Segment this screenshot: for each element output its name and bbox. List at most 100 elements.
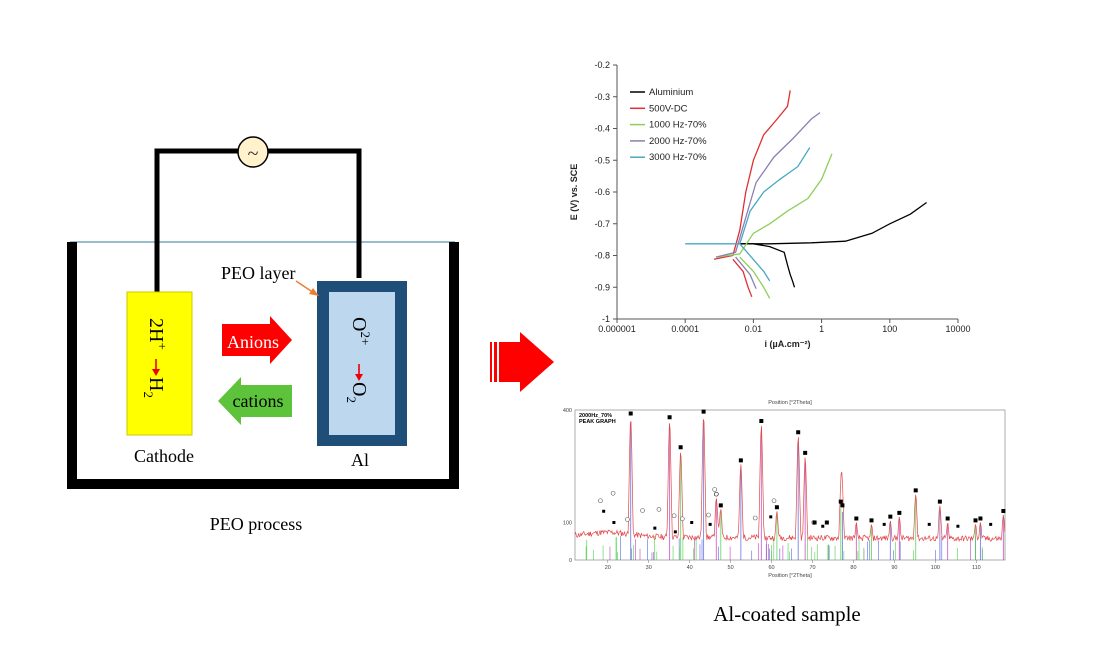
xrd-peak-marker-square <box>869 518 874 523</box>
xrd-x-tick-label: 40 <box>687 565 693 571</box>
xrd-peak-marker-square <box>978 516 983 521</box>
caption-left: PEO process <box>210 514 303 534</box>
cathode-formula-top-sup: + <box>155 342 170 349</box>
xrd-minor-marker <box>673 530 677 534</box>
xrd-open-marker <box>679 516 685 522</box>
svg-text:O2+: O2+ <box>348 317 373 345</box>
xrd-minor-marker <box>602 509 606 513</box>
xrd-peak-marker-square <box>678 445 683 450</box>
peo-layer-pointer-head <box>309 288 319 296</box>
xrd-annotation-sample: 2000Hz_70% <box>579 413 612 419</box>
xrd-peak-marker-square <box>937 499 942 504</box>
y-axis-label: E (V) vs. SCE <box>569 164 579 221</box>
anode-formula-top-sup: 2+ <box>358 331 373 345</box>
electrolysis-tank <box>67 242 459 489</box>
x-tick-label: 0.000001 <box>598 324 636 334</box>
polarization-chart: -1 -0.9 -0.8 -0.7 -0.6 -0.5 -0.4 -0.3 -0.2 0.0000… <box>569 60 971 349</box>
cations-label: cations <box>233 391 284 411</box>
xrd-x-tick-label: 80 <box>850 565 856 571</box>
xrd-open-marker <box>752 515 758 521</box>
xrd-open-marker <box>712 487 717 492</box>
series-line-anodic <box>715 153 833 258</box>
xrd-minor-marker <box>927 522 931 526</box>
xrd-x-tick-label: 20 <box>605 565 611 571</box>
xrd-x-tick-label: 30 <box>646 565 652 571</box>
y-tick-label: -0.6 <box>594 187 610 197</box>
y-tick-label: -0.4 <box>594 124 610 134</box>
xrd-minor-marker <box>612 521 616 524</box>
xrd-peak-marker-square <box>738 458 743 463</box>
y-tick-label: -1 <box>602 314 610 324</box>
svg-text:O2: O2 <box>344 382 370 403</box>
xrd-filled-marker <box>824 520 829 525</box>
xrd-peak-marker-square <box>796 430 801 435</box>
series-line-cathodic <box>732 258 753 298</box>
y-tick-label: -0.7 <box>594 219 610 229</box>
xrd-minor-marker <box>708 522 712 526</box>
y-tick-label: -0.5 <box>594 155 610 165</box>
legend-label: 1000 Hz-70% <box>649 120 707 131</box>
series-line-cathodic <box>735 256 757 290</box>
xrd-x-axis-label: Position [°2Theta] <box>768 573 812 579</box>
cathode-reaction-arrow-head <box>152 369 160 376</box>
ac-source-symbol: ~ <box>248 143 259 165</box>
xrd-title: Position [°2Theta] <box>768 400 812 406</box>
caption-right: Al-coated sample <box>713 602 861 626</box>
xrd-open-marker <box>598 498 603 504</box>
series-line-anodic <box>713 90 791 260</box>
xrd-minor-marker <box>690 521 694 524</box>
xrd-peak-marker-square <box>803 450 808 455</box>
anode-al: O2+ O2 Al <box>317 281 407 470</box>
xrd-peak-marker-square <box>1001 509 1006 513</box>
xrd-peak-marker-square <box>854 516 859 521</box>
xrd-open-marker <box>771 498 777 504</box>
anode-reaction-arrow-head <box>355 374 363 381</box>
anode-formula-bottom: O <box>348 382 370 396</box>
cathode: 2H+ H2 Cathode <box>126 291 194 466</box>
xrd-peak-marker-circle <box>713 491 719 497</box>
xrd-peak-marker-square <box>628 411 633 416</box>
xrd-open-marker <box>706 512 711 518</box>
legend-label: Aluminium <box>649 87 693 98</box>
svg-text:H2: H2 <box>141 377 167 398</box>
xrd-peak-marker-square <box>667 415 672 420</box>
cathode-formula-top: 2H <box>145 318 167 342</box>
legend-label: 2000 Hz-70% <box>649 136 707 147</box>
peo-cell: ~ 2H+ H2 Cathode O2+ <box>67 136 459 534</box>
peo-layer-label: PEO layer <box>221 263 295 283</box>
xrd-minor-marker <box>882 522 886 526</box>
xrd-x-tick-label: 100 <box>931 565 940 571</box>
xrd-minor-marker <box>653 526 657 530</box>
xrd-y-tick-label: 100 <box>563 521 572 527</box>
xrd-peak-marker-square <box>840 503 845 508</box>
series-line-anodic <box>685 147 811 245</box>
y-tick-label: -0.8 <box>594 251 610 261</box>
legend-label: 3000 Hz-70% <box>649 152 707 163</box>
series-line-anodic <box>715 112 821 258</box>
xrd-peak-marker-square <box>759 419 764 423</box>
cathode-formula-bottom: H <box>145 377 167 391</box>
xrd-x-tick-label: 90 <box>891 565 897 571</box>
ac-source: ~ <box>237 136 269 168</box>
xrd-open-marker <box>671 513 677 519</box>
y-tick-label: -0.9 <box>594 282 610 292</box>
xrd-peak-marker-square <box>913 488 918 493</box>
anode-label: Al <box>351 450 369 470</box>
svg-text:2H+: 2H+ <box>145 318 170 350</box>
xrd-peak-marker-square <box>718 503 723 508</box>
x-tick-label: 100 <box>882 324 897 334</box>
x-tick-label: 10000 <box>945 324 970 334</box>
xrd-peak-marker-square <box>701 409 706 414</box>
xrd-x-tick-label: 50 <box>728 565 734 571</box>
xrd-filled-marker <box>812 520 817 525</box>
xrd-peak-marker-square <box>897 510 902 515</box>
y-tick-label: -0.2 <box>594 60 610 70</box>
xrd-x-tick-label: 70 <box>809 565 815 571</box>
xrd-minor-marker <box>769 515 773 519</box>
xrd-peak-marker-square <box>774 505 779 510</box>
xrd-peak-marker-square <box>838 499 843 504</box>
x-tick-label: 0.0001 <box>671 324 699 334</box>
xrd-peak-marker-square <box>973 518 978 523</box>
xrd-open-marker <box>656 507 662 512</box>
